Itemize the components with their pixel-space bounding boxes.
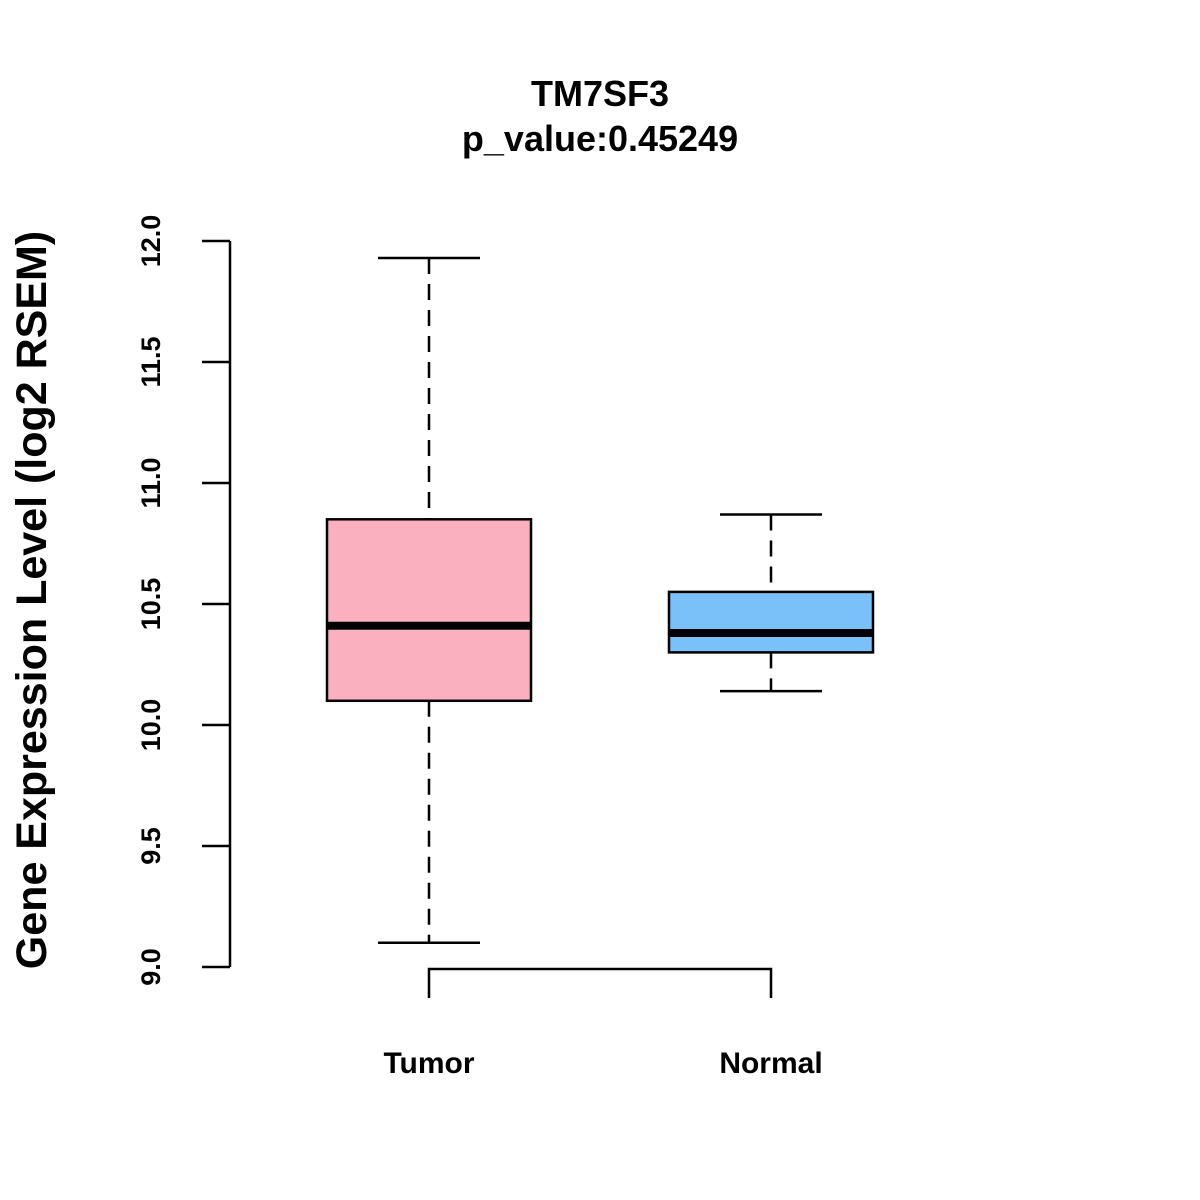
y-tick-label-2: 10.0: [136, 699, 166, 752]
chart-subtitle: p_value:0.45249: [462, 118, 738, 159]
y-axis-label: Gene Expression Level (log2 RSEM): [8, 231, 56, 969]
y-axis: 9.0 9.5 10.0 10.5 11.0 11.5 12.0: [136, 215, 232, 986]
x-axis-labels: Tumor Normal: [383, 1047, 822, 1080]
y-tick-label-6: 12.0: [136, 215, 166, 268]
tumor-box: [325, 518, 533, 703]
x-label-normal: Normal: [719, 1047, 822, 1080]
y-tick-label-0: 9.0: [136, 948, 166, 986]
boxes-group: [325, 256, 875, 945]
x-label-tumor: Tumor: [383, 1047, 474, 1080]
normal-box: [667, 590, 875, 654]
comparison-bracket: [427, 967, 773, 998]
bracket-line: [427, 967, 773, 998]
y-tick-label-1: 9.5: [136, 827, 166, 865]
y-tick-label-4: 11.0: [136, 457, 166, 508]
chart-title: TM7SF3: [531, 73, 669, 114]
y-tick-label-5: 11.5: [136, 336, 166, 387]
y-tick-label-3: 10.5: [136, 578, 166, 631]
